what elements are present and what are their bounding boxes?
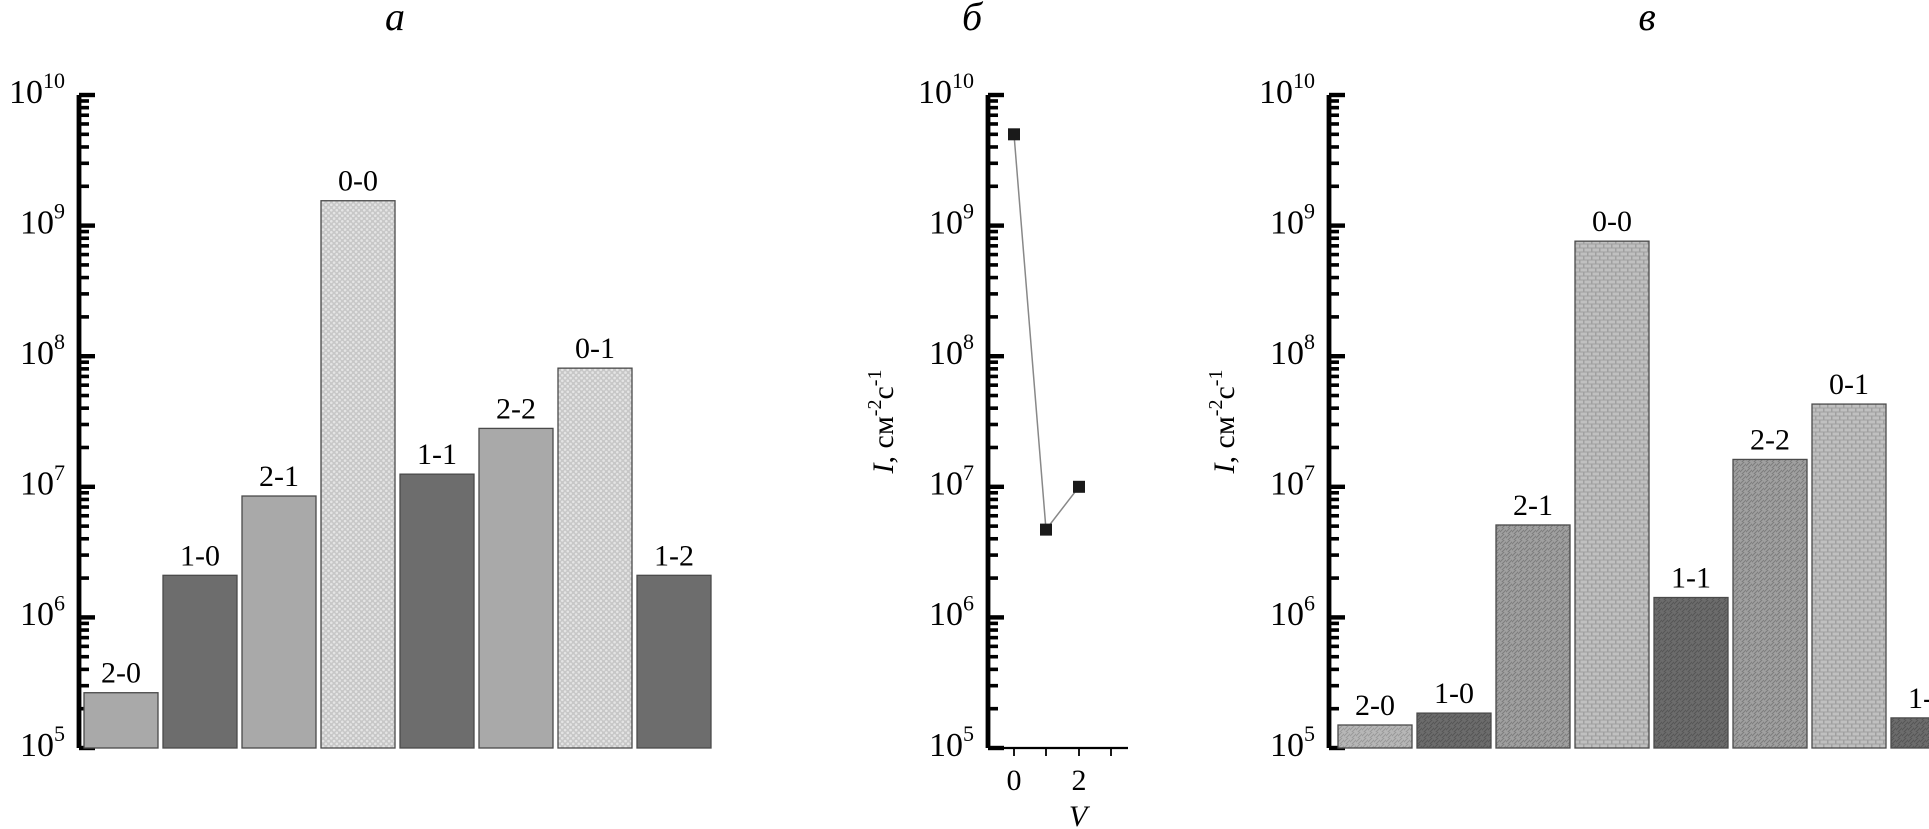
svg-text:0-1: 0-1 bbox=[575, 332, 615, 365]
svg-text:1-1: 1-1 bbox=[417, 438, 457, 471]
svg-text:1-1: 1-1 bbox=[1671, 562, 1711, 595]
svg-text:0: 0 bbox=[1007, 764, 1022, 797]
svg-text:1-2: 1-2 bbox=[1908, 682, 1929, 715]
svg-text:1-0: 1-0 bbox=[180, 539, 220, 572]
svg-text:0-0: 0-0 bbox=[1592, 205, 1632, 238]
svg-text:2-0: 2-0 bbox=[1355, 689, 1395, 722]
svg-text:2-2: 2-2 bbox=[496, 392, 536, 425]
svg-text:2-0: 2-0 bbox=[101, 657, 141, 690]
svg-text:2-1: 2-1 bbox=[1513, 489, 1553, 522]
svg-text:0-0: 0-0 bbox=[338, 165, 378, 198]
svg-text:2-1: 2-1 bbox=[259, 460, 299, 493]
svg-text:1-0: 1-0 bbox=[1434, 677, 1474, 710]
svg-text:a: a bbox=[385, 0, 405, 39]
svg-text:0-1: 0-1 bbox=[1829, 368, 1869, 401]
svg-text:2: 2 bbox=[1072, 764, 1087, 797]
svg-text:б: б bbox=[962, 0, 984, 39]
svg-text:2-2: 2-2 bbox=[1750, 423, 1790, 456]
svg-text:в: в bbox=[1638, 0, 1655, 39]
svg-text:1-2: 1-2 bbox=[654, 539, 694, 572]
